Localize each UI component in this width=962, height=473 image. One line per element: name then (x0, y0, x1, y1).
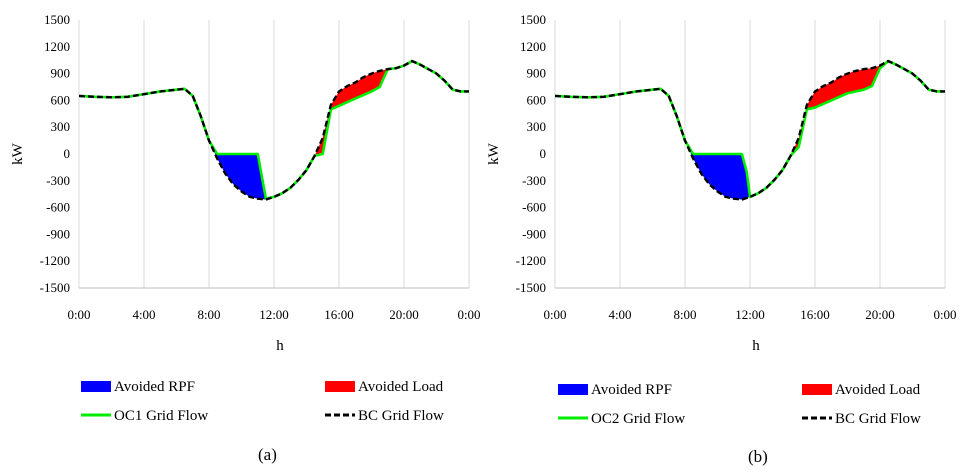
avoided-rpf-area (685, 141, 750, 200)
legend-label-avoided-load: Avoided Load (358, 379, 444, 395)
bc-grid-flow-line (554, 59, 945, 201)
y-tick-label: 0 (64, 146, 71, 161)
y-tick-label: -1500 (40, 280, 70, 295)
y-tick-label: 1500 (520, 12, 546, 27)
x-tick-label: 8:00 (673, 307, 696, 322)
y-tick-label: 1200 (44, 39, 70, 54)
x-tick-label: 4:00 (608, 307, 631, 322)
y-tick-label: 1200 (520, 39, 546, 54)
legend-label-avoided-load: Avoided Load (835, 382, 921, 398)
x-tick-label: 12:00 (735, 307, 765, 322)
y-axis-label: kW (10, 142, 26, 165)
y-tick-label: -300 (46, 173, 70, 188)
y-axis-label: kW (486, 142, 502, 165)
caption-a: (a) (258, 445, 277, 464)
y-tick-label: 1500 (44, 12, 70, 27)
y-tick-label: 600 (51, 92, 71, 107)
y-tick-label: 900 (527, 66, 547, 81)
legend-swatch-avoided-load (802, 384, 832, 395)
x-tick-label: 0:00 (457, 307, 480, 322)
legend-swatch-avoided-rpf (81, 381, 111, 392)
y-tick-label: 0 (540, 146, 547, 161)
y-tick-label: -600 (46, 200, 70, 215)
y-tick-label: -1200 (40, 253, 70, 268)
chart-panel-b: 1500 1200 900 600 300 0 -300 -600 -900 -1200 -1500… (486, 12, 957, 354)
y-tick-label: -300 (522, 173, 546, 188)
x-tick-label: 8:00 (197, 307, 220, 322)
x-tick-label: 16:00 (800, 307, 830, 322)
legend-label-avoided-rpf: Avoided RPF (591, 382, 672, 398)
x-tick-label: 12:00 (259, 307, 289, 322)
y-tick-label: -1500 (516, 280, 546, 295)
caption-b: (b) (748, 447, 768, 466)
legend-label-bc-grid-flow: BC Grid Flow (835, 411, 921, 427)
legend-b: Avoided RPF Avoided Load OC2 Grid Flow B… (558, 382, 921, 427)
x-axis-label: h (752, 338, 760, 354)
x-tick-label: 20:00 (865, 307, 895, 322)
y-tick-label: -900 (522, 226, 546, 241)
y-tick-label: -600 (522, 200, 546, 215)
y-tick-label: 900 (51, 66, 71, 81)
y-tick-label: 300 (527, 119, 547, 134)
avoided-load-area (790, 61, 888, 156)
y-tick-label: -900 (46, 226, 70, 241)
x-tick-label: 0:00 (543, 307, 566, 322)
legend-swatch-avoided-rpf (558, 384, 588, 395)
x-tick-label: 0:00 (67, 307, 90, 322)
y-tick-label: 300 (51, 119, 71, 134)
y-tick-label: -1200 (516, 253, 546, 268)
x-tick-label: 4:00 (132, 307, 155, 322)
bc-grid-flow-line (78, 59, 469, 201)
legend-label-bc-grid-flow: BC Grid Flow (358, 408, 444, 424)
x-tick-label: 0:00 (933, 307, 956, 322)
legend-a: Avoided RPF Avoided Load OC1 Grid Flow B… (81, 379, 444, 424)
legend-swatch-avoided-load (325, 381, 355, 392)
x-tick-label: 16:00 (324, 307, 354, 322)
x-axis-label: h (276, 338, 284, 354)
legend-label-avoided-rpf: Avoided RPF (114, 379, 195, 395)
legend-label-oc1-grid-flow: OC1 Grid Flow (114, 408, 208, 424)
chart-panel-a: 1500 1200 900 600 300 0 -300 -600 -900 -1200 -1500… (10, 12, 481, 354)
avoided-load-area (314, 69, 388, 156)
x-tick-label: 20:00 (389, 307, 419, 322)
y-tick-label: 600 (527, 92, 547, 107)
legend-label-oc2-grid-flow: OC2 Grid Flow (591, 411, 685, 427)
